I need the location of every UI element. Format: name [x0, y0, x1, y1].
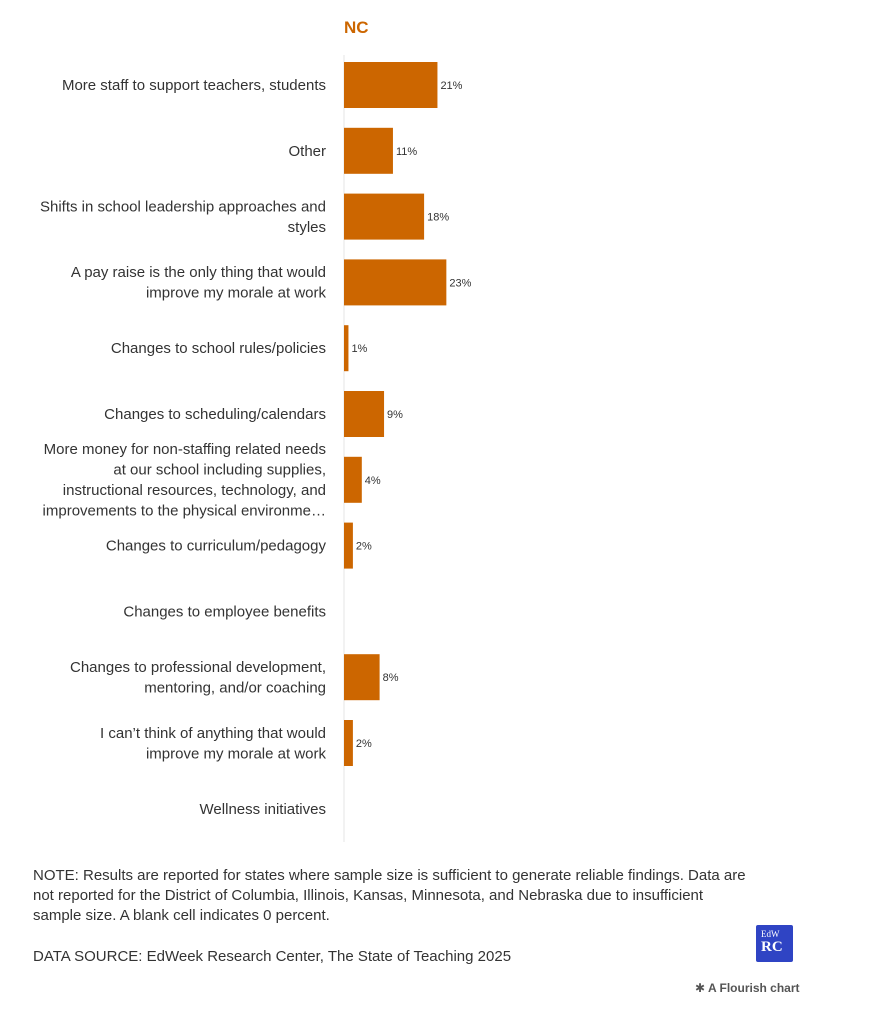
- category-label-line: Changes to employee benefits: [123, 603, 326, 620]
- category-label: Changes to employee benefits: [123, 603, 326, 620]
- edweek-research-center-logo[interactable]: EdW RC: [756, 925, 793, 962]
- category-label: Changes to curriculum/pedagogy: [106, 538, 327, 555]
- category-label-line: Changes to curriculum/pedagogy: [106, 538, 327, 555]
- data-label: 2%: [356, 541, 372, 553]
- panel-title: NC: [344, 18, 369, 37]
- bar[interactable]: [344, 654, 380, 701]
- bar[interactable]: [344, 456, 362, 503]
- category-label-line: Changes to school rules/policies: [111, 340, 326, 357]
- data-label: 18%: [427, 212, 449, 224]
- flourish-credit[interactable]: ✱ A Flourish chart: [695, 981, 800, 995]
- chart-note: NOTE: Results are reported for states wh…: [33, 867, 746, 924]
- logo-text-bottom: RC: [761, 939, 783, 955]
- category-label: Changes to scheduling/calendars: [104, 406, 326, 423]
- data-label: 21%: [440, 80, 462, 92]
- data-label: 8%: [383, 672, 399, 684]
- category-label-line: I can’t think of anything that would: [100, 725, 326, 742]
- category-label-line: Wellness initiatives: [200, 801, 326, 818]
- data-label: 9%: [387, 409, 403, 421]
- category-label: Wellness initiatives: [200, 801, 326, 818]
- bar-chart: More staff to support teachers, students…: [40, 55, 472, 842]
- data-label: 2%: [356, 738, 372, 750]
- logo-text-top: EdW: [761, 929, 780, 939]
- category-label: More staff to support teachers, students: [62, 77, 326, 94]
- category-label-line: A pay raise is the only thing that would: [71, 264, 326, 281]
- category-label-line: More money for non-staffing related need…: [44, 441, 326, 458]
- category-label-line: Changes to professional development,: [70, 659, 326, 676]
- category-label-line: More staff to support teachers, students: [62, 77, 326, 94]
- flourish-credit-text: A Flourish chart: [707, 981, 800, 995]
- bar[interactable]: [344, 325, 349, 372]
- category-label: Other: [288, 143, 326, 160]
- bar[interactable]: [344, 127, 393, 174]
- category-label-line: Changes to scheduling/calendars: [104, 406, 326, 423]
- category-label-line: Other: [288, 143, 326, 160]
- category-label-line: styles: [288, 219, 326, 236]
- category-label-line: at our school including supplies,: [113, 462, 326, 479]
- category-label-line: Shifts in school leadership approaches a…: [40, 198, 326, 215]
- bar[interactable]: [344, 522, 353, 569]
- bar[interactable]: [344, 391, 385, 437]
- category-label-line: improvements to the physical environme…: [43, 503, 326, 520]
- flourish-asterisk-icon: ✱: [695, 981, 706, 995]
- bar[interactable]: [344, 62, 438, 108]
- category-label-line: improve my morale at work: [146, 285, 327, 302]
- data-label: 23%: [449, 277, 471, 289]
- category-label-line: instructional resources, technology, and: [63, 482, 326, 499]
- category-label: Changes to professional development, ment…: [70, 659, 326, 697]
- category-label: I can’t think of anything that would impr…: [100, 725, 326, 763]
- data-label: 1%: [351, 343, 367, 355]
- category-label: More money for non-staffing related need…: [43, 441, 326, 520]
- category-label-line: improve my morale at work: [146, 745, 327, 762]
- chart-source: DATA SOURCE: EdWeek Research Center, The…: [33, 948, 512, 965]
- bar[interactable]: [344, 259, 447, 306]
- data-label: 11%: [396, 146, 417, 158]
- category-label: Changes to school rules/policies: [111, 340, 326, 357]
- bar[interactable]: [344, 720, 353, 766]
- category-label-line: mentoring, and/or coaching: [144, 679, 326, 696]
- category-label: Shifts in school leadership approaches a…: [40, 198, 326, 236]
- bar[interactable]: [344, 193, 425, 240]
- data-label: 4%: [365, 475, 381, 487]
- category-label: A pay raise is the only thing that would…: [71, 264, 327, 302]
